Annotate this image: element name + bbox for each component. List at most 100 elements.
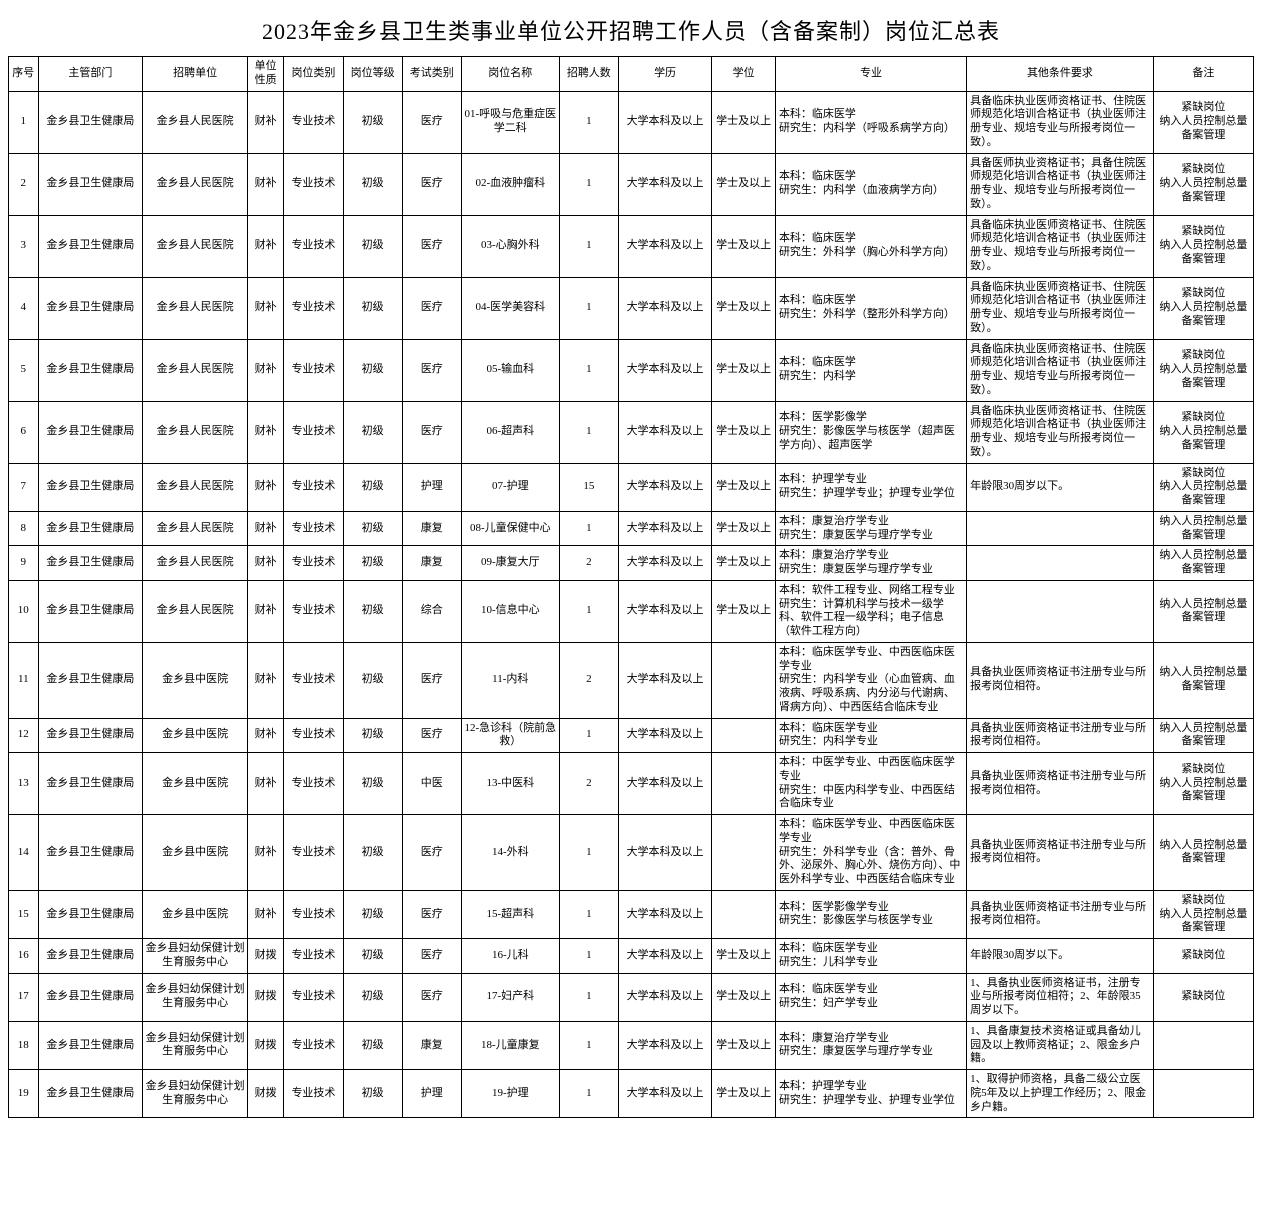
cell-seq: 7 [9, 463, 39, 511]
table-row: 11金乡县卫生健康局金乡县中医院财补专业技术初级医疗11-内科2大学本科及以上本… [9, 642, 1254, 718]
cell-seq: 10 [9, 580, 39, 642]
table-row: 10金乡县卫生健康局金乡县人民医院财补专业技术初级综合10-信息中心1大学本科及… [9, 580, 1254, 642]
cell-seq: 13 [9, 753, 39, 815]
cell-other: 具备临床执业医师资格证书、住院医师规范化培训合格证书（执业医师注册专业、规培专业… [967, 91, 1154, 153]
cell-education: 大学本科及以上 [618, 815, 711, 891]
cell-seq: 15 [9, 890, 39, 938]
cell-degree [712, 890, 776, 938]
cell-seq: 4 [9, 277, 39, 339]
cell-major: 本科：医学影像学专业研究生：影像医学与核医学专业 [775, 890, 966, 938]
cell-other: 具备医师执业资格证书；具备住院医师规范化培训合格证书（执业医师注册专业、规培专业… [967, 153, 1154, 215]
cell-nature: 财拨 [247, 1070, 283, 1118]
cell-degree: 学士及以上 [712, 339, 776, 401]
cell-note: 纳入人员控制总量备案管理 [1153, 642, 1253, 718]
cell-position: 16-儿科 [461, 939, 559, 974]
cell-unit: 金乡县人民医院 [143, 401, 248, 463]
cell-category: 专业技术 [284, 718, 343, 753]
cell-nature: 财补 [247, 890, 283, 938]
cell-count: 1 [559, 973, 618, 1021]
table-row: 16金乡县卫生健康局金乡县妇幼保健计划生育服务中心财拨专业技术初级医疗16-儿科… [9, 939, 1254, 974]
cell-category: 专业技术 [284, 642, 343, 718]
cell-major: 本科：康复治疗学专业研究生：康复医学与理疗学专业 [775, 546, 966, 581]
table-row: 1金乡县卫生健康局金乡县人民医院财补专业技术初级医疗01-呼吸与危重症医学二科1… [9, 91, 1254, 153]
cell-count: 1 [559, 1070, 618, 1118]
cell-other: 具备执业医师资格证书注册专业与所报考岗位相符。 [967, 753, 1154, 815]
cell-education: 大学本科及以上 [618, 1021, 711, 1069]
cell-count: 1 [559, 91, 618, 153]
cell-count: 1 [559, 815, 618, 891]
cell-exam: 综合 [402, 580, 461, 642]
cell-count: 1 [559, 215, 618, 277]
cell-major: 本科：临床医学专业研究生：妇产学专业 [775, 973, 966, 1021]
cell-degree: 学士及以上 [712, 215, 776, 277]
cell-unit: 金乡县中医院 [143, 718, 248, 753]
cell-dept: 金乡县卫生健康局 [38, 277, 143, 339]
cell-other [967, 580, 1154, 642]
cell-nature: 财拨 [247, 973, 283, 1021]
cell-nature: 财补 [247, 753, 283, 815]
cell-exam: 中医 [402, 753, 461, 815]
cell-unit: 金乡县人民医院 [143, 153, 248, 215]
cell-position: 08-儿童保健中心 [461, 511, 559, 546]
cell-note: 紧缺岗位纳入人员控制总量备案管理 [1153, 753, 1253, 815]
table-row: 13金乡县卫生健康局金乡县中医院财补专业技术初级中医13-中医科2大学本科及以上… [9, 753, 1254, 815]
cell-seq: 8 [9, 511, 39, 546]
cell-level: 初级 [343, 153, 402, 215]
cell-other: 具备执业医师资格证书注册专业与所报考岗位相符。 [967, 890, 1154, 938]
cell-seq: 5 [9, 339, 39, 401]
col-education: 学历 [618, 57, 711, 92]
cell-exam: 医疗 [402, 939, 461, 974]
cell-count: 2 [559, 753, 618, 815]
cell-category: 专业技术 [284, 1021, 343, 1069]
cell-nature: 财补 [247, 91, 283, 153]
cell-level: 初级 [343, 339, 402, 401]
cell-unit: 金乡县人民医院 [143, 463, 248, 511]
cell-dept: 金乡县卫生健康局 [38, 215, 143, 277]
cell-count: 1 [559, 511, 618, 546]
col-degree: 学位 [712, 57, 776, 92]
page-title: 2023年金乡县卫生类事业单位公开招聘工作人员（含备案制）岗位汇总表 [8, 8, 1254, 56]
cell-category: 专业技术 [284, 815, 343, 891]
cell-level: 初级 [343, 890, 402, 938]
cell-education: 大学本科及以上 [618, 753, 711, 815]
cell-note: 纳入人员控制总量备案管理 [1153, 511, 1253, 546]
cell-major: 本科：临床医学研究生：内科学（呼吸系病学方向） [775, 91, 966, 153]
cell-exam: 医疗 [402, 815, 461, 891]
cell-education: 大学本科及以上 [618, 1070, 711, 1118]
cell-seq: 18 [9, 1021, 39, 1069]
cell-category: 专业技术 [284, 91, 343, 153]
cell-category: 专业技术 [284, 939, 343, 974]
cell-level: 初级 [343, 753, 402, 815]
cell-category: 专业技术 [284, 1070, 343, 1118]
cell-dept: 金乡县卫生健康局 [38, 815, 143, 891]
cell-degree: 学士及以上 [712, 463, 776, 511]
cell-position: 19-护理 [461, 1070, 559, 1118]
cell-dept: 金乡县卫生健康局 [38, 939, 143, 974]
cell-major: 本科：软件工程专业、网络工程专业研究生：计算机科学与技术一级学科、软件工程一级学… [775, 580, 966, 642]
cell-nature: 财补 [247, 215, 283, 277]
cell-category: 专业技术 [284, 277, 343, 339]
cell-dept: 金乡县卫生健康局 [38, 718, 143, 753]
cell-nature: 财补 [247, 546, 283, 581]
table-row: 4金乡县卫生健康局金乡县人民医院财补专业技术初级医疗04-医学美容科1大学本科及… [9, 277, 1254, 339]
cell-education: 大学本科及以上 [618, 463, 711, 511]
cell-degree: 学士及以上 [712, 401, 776, 463]
cell-major: 本科：康复治疗学专业研究生：康复医学与理疗学专业 [775, 511, 966, 546]
cell-seq: 6 [9, 401, 39, 463]
col-exam: 考试类别 [402, 57, 461, 92]
cell-education: 大学本科及以上 [618, 511, 711, 546]
cell-count: 1 [559, 401, 618, 463]
cell-education: 大学本科及以上 [618, 153, 711, 215]
cell-note: 紧缺岗位纳入人员控制总量备案管理 [1153, 91, 1253, 153]
cell-dept: 金乡县卫生健康局 [38, 890, 143, 938]
cell-degree: 学士及以上 [712, 939, 776, 974]
cell-exam: 医疗 [402, 277, 461, 339]
cell-education: 大学本科及以上 [618, 215, 711, 277]
cell-count: 1 [559, 580, 618, 642]
cell-unit: 金乡县人民医院 [143, 580, 248, 642]
cell-unit: 金乡县人民医院 [143, 339, 248, 401]
cell-note: 纳入人员控制总量备案管理 [1153, 546, 1253, 581]
cell-category: 专业技术 [284, 463, 343, 511]
cell-position: 02-血液肿瘤科 [461, 153, 559, 215]
cell-exam: 康复 [402, 511, 461, 546]
